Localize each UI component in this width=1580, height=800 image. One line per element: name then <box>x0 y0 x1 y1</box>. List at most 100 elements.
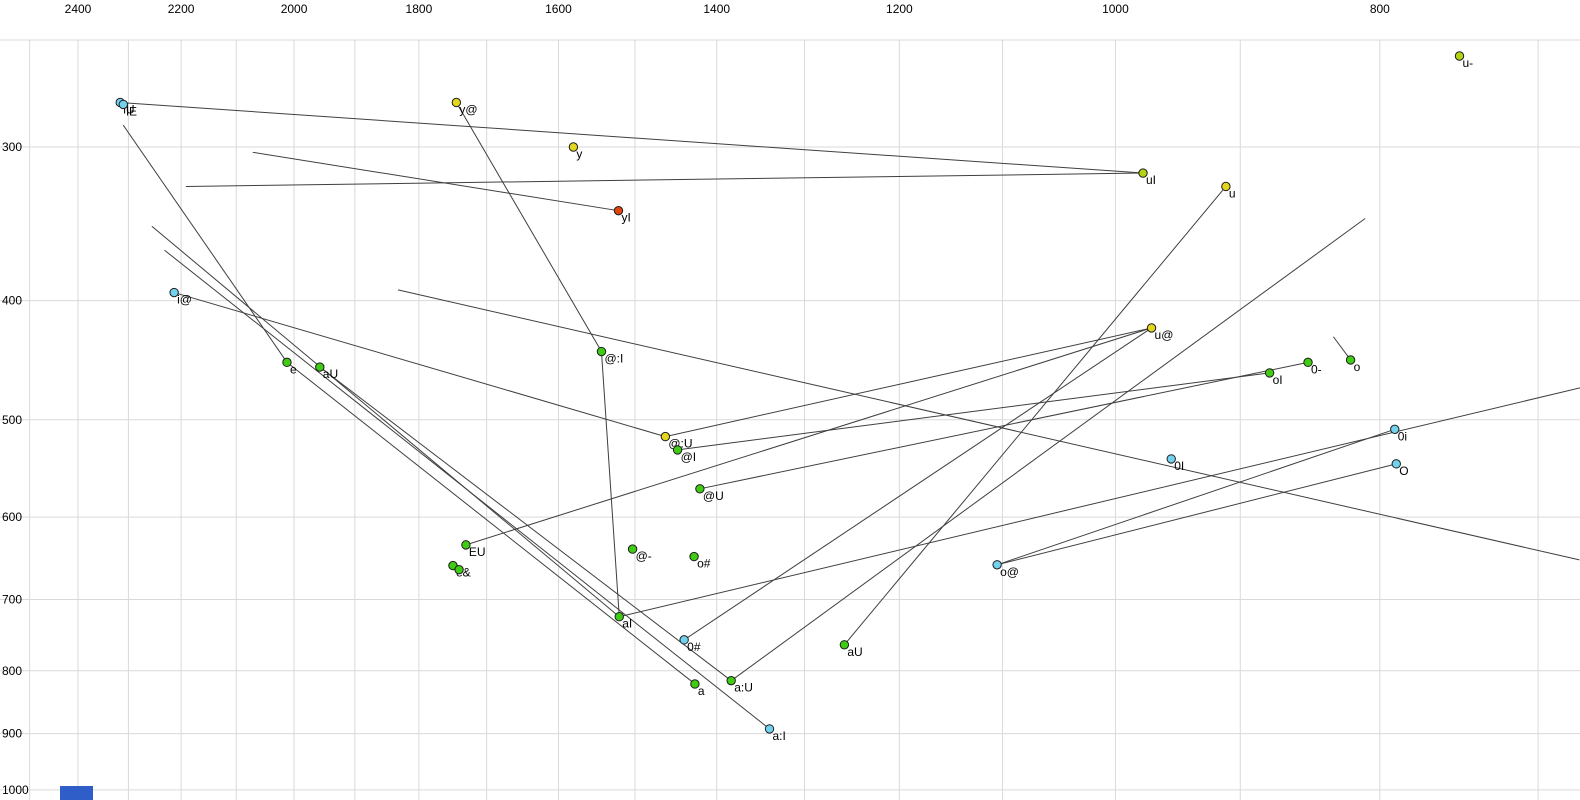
trajectory-line <box>1332 336 1351 361</box>
y-axis-tick-label: 700 <box>2 592 22 606</box>
point-label: @- <box>636 549 652 563</box>
data-point-y[interactable] <box>568 142 579 152</box>
point-label: oI <box>1273 373 1283 387</box>
y-axis-tick-label: 1000 <box>2 783 29 797</box>
point-label: @:I <box>604 352 623 366</box>
data-point-aU[interactable] <box>315 362 325 372</box>
x-axis-tick-label: 1800 <box>406 2 433 16</box>
data-point-a:U[interactable] <box>726 675 736 686</box>
point-label: aU <box>847 645 862 659</box>
point-label: a:U <box>734 681 753 695</box>
trajectory-line <box>996 463 1397 566</box>
data-point-u@[interactable] <box>1146 323 1157 333</box>
data-point-u-[interactable] <box>1454 51 1465 61</box>
trajectory-line <box>600 351 620 617</box>
data-point-uI[interactable] <box>1138 168 1148 178</box>
data-point-yI[interactable] <box>613 205 624 216</box>
point-label: u <box>1229 186 1236 200</box>
trajectory-line <box>996 428 1395 566</box>
data-point-unlabeled[interactable] <box>454 564 464 575</box>
point-label: 0# <box>687 640 701 654</box>
data-point-a[interactable] <box>690 679 700 689</box>
x-axis-tick-label: 1600 <box>545 2 572 16</box>
y-axis-tick-label: 600 <box>2 510 22 524</box>
trajectory-line <box>455 102 602 352</box>
point-label: uI <box>1146 173 1156 187</box>
y-axis-tick-label: 400 <box>2 294 22 308</box>
x-axis-tick-label: 1400 <box>703 2 730 16</box>
trajectory-line <box>122 124 288 363</box>
data-point-0I[interactable] <box>1166 454 1176 464</box>
data-point-a:I[interactable] <box>764 724 775 734</box>
trajectory-line <box>699 361 1309 490</box>
point-label: iU <box>123 102 134 116</box>
point-label: 0- <box>1311 362 1322 376</box>
data-point-@-[interactable] <box>627 544 638 554</box>
x-axis-tick-label: 2200 <box>168 2 195 16</box>
data-point-aI[interactable] <box>614 612 624 622</box>
data-point-y@[interactable] <box>451 97 462 108</box>
point-label: i@ <box>177 293 192 307</box>
data-point-i@[interactable] <box>169 287 179 298</box>
data-point-@:U[interactable] <box>660 431 671 442</box>
trajectory-line <box>151 225 620 618</box>
point-label: aI <box>622 617 632 631</box>
trajectory-line <box>730 218 1366 682</box>
data-point-EU[interactable] <box>461 540 471 550</box>
trajectory-line <box>252 151 619 212</box>
point-label: EU <box>469 545 486 559</box>
trajectory-line <box>286 361 696 685</box>
data-point-iE[interactable] <box>118 99 128 110</box>
data-point-oI[interactable] <box>1264 368 1275 378</box>
data-point-O[interactable] <box>1391 459 1401 469</box>
y-axis-tick-label: 500 <box>2 413 22 427</box>
data-point-e[interactable] <box>282 357 292 368</box>
trajectory-line <box>164 249 770 730</box>
x-axis-tick-label: 2400 <box>65 2 92 16</box>
point-label: e <box>290 362 297 376</box>
point-label: 0I <box>1174 459 1184 473</box>
point-label: o# <box>697 557 711 571</box>
point-label: O <box>1399 464 1408 478</box>
trajectory-line <box>619 387 1580 618</box>
point-label: @I <box>681 450 697 464</box>
y-axis-tick-label: 800 <box>2 664 22 678</box>
point-label: yI <box>621 211 630 225</box>
data-point-0#[interactable] <box>679 635 689 645</box>
data-point-u[interactable] <box>1221 181 1231 192</box>
point-label: @U <box>703 489 724 503</box>
data-point-o[interactable] <box>1345 355 1356 365</box>
trajectory-line <box>465 327 1152 546</box>
trajectory-line <box>185 172 1144 187</box>
point-label: y <box>576 147 582 161</box>
trajectory-line <box>665 327 1152 438</box>
data-point-@I[interactable] <box>672 445 683 455</box>
data-point-o#[interactable] <box>689 551 699 562</box>
x-axis-tick-label: 800 <box>1370 2 1390 16</box>
point-label: a:I <box>773 729 786 743</box>
y-axis-tick-label: 300 <box>2 140 22 154</box>
x-axis-tick-label: 1000 <box>1102 2 1129 16</box>
trajectory-line <box>319 366 732 682</box>
point-label: y@ <box>459 102 477 116</box>
trajectory-line <box>844 186 1227 646</box>
trajectory-line <box>683 327 1152 641</box>
data-point-o@[interactable] <box>992 560 1002 570</box>
point-label: u- <box>1462 56 1473 70</box>
point-label: o@ <box>1000 565 1019 579</box>
data-point-@U[interactable] <box>695 484 705 494</box>
blue-marker[interactable] <box>60 786 93 800</box>
x-axis-tick-label: 1200 <box>886 2 913 16</box>
x-axis-tick-label: 2000 <box>281 2 308 16</box>
data-point-0-[interactable] <box>1303 357 1313 368</box>
data-point-aU[interactable] <box>839 640 850 650</box>
data-point-0i[interactable] <box>1390 424 1400 435</box>
point-label: u@ <box>1155 328 1174 342</box>
point-label: aU <box>323 367 338 381</box>
trajectory-line <box>397 289 1580 561</box>
point-label: a <box>698 684 705 698</box>
data-point-@:I[interactable] <box>596 346 607 357</box>
trajectory-line <box>677 372 1270 451</box>
